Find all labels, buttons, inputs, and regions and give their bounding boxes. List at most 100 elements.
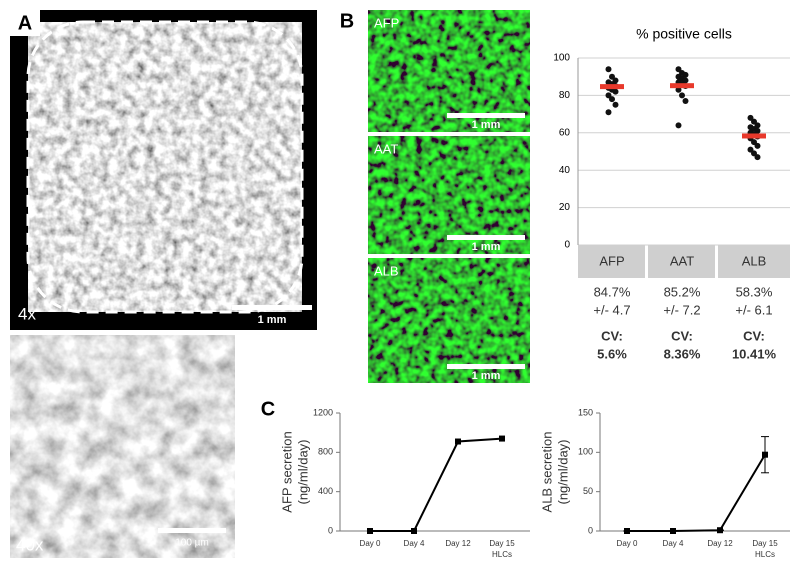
cv-label: 10.41% [732,346,777,361]
x-tick-note: HLCs [492,550,512,559]
y-tick-label: 0 [588,525,593,535]
micrograph-4x [28,22,302,312]
data-marker [499,435,505,442]
data-point [754,154,761,161]
data-point [609,96,615,103]
fluorescence-image [368,258,530,383]
table-header-cell [718,245,790,278]
data-marker [670,528,676,534]
stain-label: ALB [374,263,399,278]
data-point [605,66,612,73]
fluorescence-image [368,10,530,132]
sd-label: +/- 4.7 [593,302,630,317]
cv-title: CV: [743,328,765,343]
x-tick-label: Day 15 [489,539,515,548]
table-header-cell [578,245,645,278]
data-point [675,86,682,93]
data-point [754,122,761,129]
y-axis-label: AFP secretion [279,431,294,512]
y-tick-label: 800 [318,447,333,457]
y-axis-label: (ng/ml/day) [295,439,310,504]
data-point [609,73,615,80]
magnification: 4x [18,304,36,323]
mean-label: 85.2% [664,284,701,299]
scale-bar [158,528,226,533]
y-tick-label: 0 [328,525,333,535]
data-point [612,77,619,84]
data-point [682,71,689,78]
y-tick-label: 50 [583,486,593,496]
chart-title: % positive cells [636,26,732,42]
y-tick-label: 80 [559,90,571,101]
stain-label: AAT [374,141,398,156]
panel-label: C [261,398,275,420]
scale-label: 1 mm [472,241,501,253]
scale-label: 1 mm [258,314,287,326]
data-point [751,150,757,157]
sd-label: +/- 6.1 [735,302,772,317]
data-marker [624,528,630,534]
x-tick-label: Day 12 [707,539,733,548]
data-point [675,122,682,129]
mean-label: 84.7% [594,284,631,299]
data-point [612,101,619,108]
category-label: AAT [670,253,694,268]
mean-bar [670,83,694,89]
mean-bar [600,84,624,90]
data-point [751,118,757,125]
y-tick-label: 100 [553,53,570,64]
data-point [679,92,685,99]
scale-bar [447,113,525,118]
panel-label: B [340,10,354,32]
scale-bar [447,364,525,369]
micrograph-40x [10,335,235,558]
y-axis-label: ALB secretion [539,432,554,513]
cv-title: CV: [601,328,623,343]
scale-bar [232,305,312,310]
data-point [754,142,761,149]
y-tick-label: 20 [559,202,571,213]
y-axis-label: (ng/ml/day) [555,439,570,504]
y-tick-label: 1200 [313,407,333,417]
fluorescence-image [368,136,530,254]
x-tick-label: Day 4 [404,539,425,548]
category-label: AFP [599,253,624,268]
data-point [682,77,689,84]
y-tick-label: 40 [559,165,571,176]
mean-label: 58.3% [736,284,773,299]
y-tick-label: 60 [559,127,571,138]
data-point [612,88,619,95]
data-point [747,114,754,121]
x-tick-label: Day 12 [445,539,471,548]
data-marker [411,528,417,534]
panel-label-bg [10,10,40,36]
x-tick-label: Day 15 [752,539,778,548]
magnification: 40x [16,535,44,554]
stain-label: AFP [374,15,399,30]
x-tick-label: Day 0 [617,539,638,548]
data-point [754,127,761,134]
scale-label: 1 mm [472,370,501,382]
cv-label: 5.6% [597,346,627,361]
sd-label: +/- 7.2 [663,302,700,317]
cv-label: 8.36% [664,346,701,361]
mean-bar [742,133,766,139]
y-tick-label: 100 [578,447,593,457]
data-marker [367,528,373,534]
data-point [751,139,757,146]
data-point [682,98,689,105]
data-point [675,66,682,73]
table-header-cell [648,245,715,278]
scale-label: 100 µm [175,538,209,549]
dashed-outline [26,20,304,314]
data-line [627,454,766,532]
data-point [605,92,612,99]
cv-title: CV: [671,328,693,343]
scale-bar [447,235,525,240]
data-marker [717,527,723,534]
x-tick-label: Day 4 [663,539,684,548]
y-tick-label: 400 [318,486,333,496]
x-tick-note: HLCs [755,550,775,559]
scale-label: 1 mm [472,119,501,131]
